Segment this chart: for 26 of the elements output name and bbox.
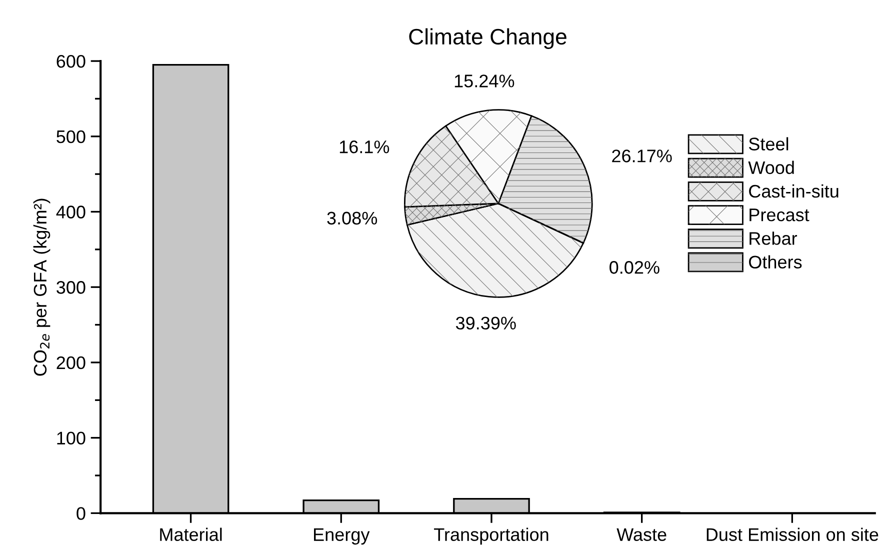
data-label: 39.39% — [456, 316, 516, 330]
data-label: 16.1% — [340, 140, 390, 154]
y-tick-label: 300 — [56, 281, 86, 294]
y-tick-label: 400 — [56, 206, 86, 218]
y-tick-label: 200 — [56, 356, 86, 370]
y-tick-label: 600 — [56, 54, 86, 68]
data-label: 3.08% — [327, 212, 378, 225]
y-tick-label: 500 — [56, 130, 86, 144]
y-tick-label: 0 — [76, 507, 86, 520]
y-axis-title: CO$_{2e}$ per GFA (kg/m²) — [33, 198, 50, 376]
chart-title: Climate Change — [409, 28, 566, 49]
x-tick-label: Dust Emission on site — [706, 528, 878, 541]
data-label: 0.02% — [610, 261, 660, 274]
legend-label: Others — [749, 255, 802, 268]
y-tick-label: 100 — [57, 432, 86, 445]
legend-label: Cast-in-situ — [749, 184, 838, 198]
data-label: 26.17% — [612, 150, 672, 162]
x-tick-label: Energy — [314, 528, 370, 545]
x-tick-label: Material — [160, 528, 222, 541]
legend-label: Precast — [750, 208, 810, 222]
x-tick-label: Waste — [616, 528, 666, 541]
x-tick-label: Transportation — [434, 528, 548, 545]
data-label: 15.24% — [454, 74, 514, 88]
legend-label: Steel — [748, 137, 788, 150]
legend-label: Wood — [748, 160, 794, 174]
legend-label: Rebar — [750, 232, 798, 245]
